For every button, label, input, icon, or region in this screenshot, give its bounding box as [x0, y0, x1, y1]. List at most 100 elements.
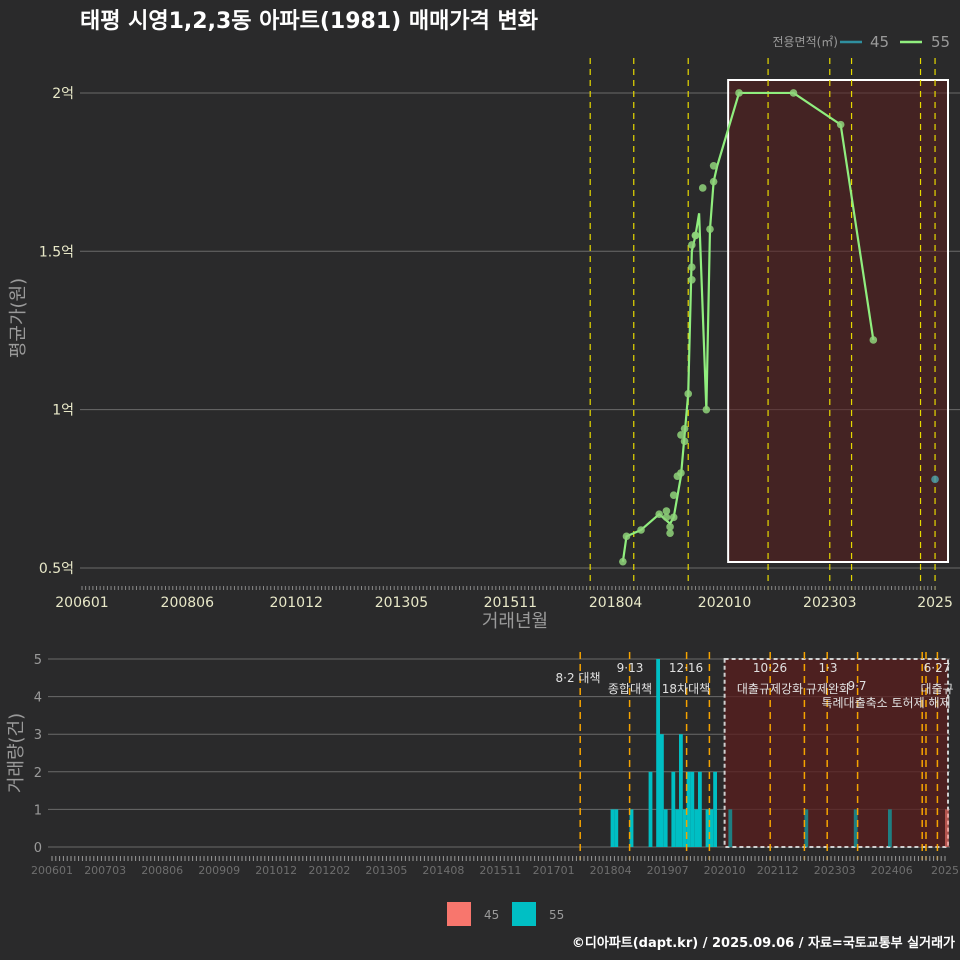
policy-annotation-text: 대출규 — [920, 682, 953, 696]
policy-annotation-date: 10·26 — [753, 661, 787, 675]
y-axis-title: 평균가(원) — [8, 278, 29, 358]
volume-bar-55 — [804, 809, 809, 847]
x-tick-label: 200601 — [55, 595, 108, 611]
y-tick-label: 2억 — [52, 86, 74, 102]
x-tick-label: 202303 — [814, 864, 856, 877]
x-tick-label: 201305 — [365, 864, 407, 877]
data-point-55 — [619, 557, 627, 566]
policy-annotation-text: 대출규제강화 — [737, 682, 803, 696]
y-tick-label: 2 — [34, 766, 42, 781]
data-point-55 — [655, 510, 663, 518]
policy-annotation-date: 12·16 — [669, 661, 703, 675]
data-point-55 — [706, 225, 714, 233]
data-point-55 — [702, 405, 711, 414]
data-point-55 — [836, 120, 845, 129]
x-tick-label: 202010 — [698, 595, 751, 611]
y-tick-label: 4 — [34, 691, 42, 706]
policy-annotation-date: 6·27 — [924, 661, 951, 675]
data-point-55 — [698, 184, 707, 192]
data-point-55 — [680, 437, 689, 446]
x-tick-label: 200806 — [161, 595, 215, 611]
x-tick-label: 201012 — [255, 864, 297, 877]
x-tick-label: 201804 — [589, 595, 643, 611]
y-tick-label: 0 — [34, 841, 42, 856]
volume-bar-55 — [682, 809, 687, 847]
legend-label-55: 55 — [931, 33, 950, 51]
data-point-55 — [666, 523, 674, 531]
data-point-55 — [662, 513, 671, 522]
volume-bar-55 — [679, 734, 683, 847]
volume-bar-55 — [671, 771, 676, 847]
x-tick-label: 202112 — [757, 864, 799, 877]
policy-annotation-text: 특례대출축소 토허제 해제 — [821, 696, 950, 710]
x-tick-label: 200703 — [84, 864, 126, 877]
volume-bar-55 — [629, 809, 634, 847]
volume-bar-55 — [713, 771, 717, 847]
volume-bar-55 — [728, 809, 733, 847]
data-point-55 — [662, 507, 671, 515]
x-tick-label: 202303 — [803, 595, 856, 611]
data-point-55 — [680, 424, 689, 433]
legend-swatch-55 — [512, 902, 536, 926]
legend-label-55: 55 — [549, 908, 564, 922]
x-tick-label: 200601 — [31, 864, 73, 877]
volume-bar-55 — [656, 659, 660, 847]
volume-bar-55 — [853, 809, 858, 847]
x-tick-label: 201012 — [269, 595, 322, 611]
data-point-55 — [677, 469, 685, 477]
data-point-55 — [709, 161, 718, 170]
x-axis-title: 거래년월 — [482, 611, 548, 632]
x-tick-label: 202010 — [704, 864, 746, 877]
data-point-55 — [688, 241, 696, 249]
volume-bar-55 — [705, 809, 710, 847]
policy-annotation-date: 9·7 — [847, 679, 866, 693]
footer-credit: ©디아파트(dapt.kr) / 2025.09.06 / 자료=국토교통부 실… — [572, 935, 955, 951]
data-point-55 — [691, 231, 700, 240]
x-tick-label: 2025 — [917, 595, 953, 611]
policy-annotation-date: 8·2 대책 — [556, 670, 601, 685]
x-tick-label: 200909 — [198, 864, 240, 877]
y-tick-label: 1억 — [52, 403, 74, 419]
data-point-55 — [677, 431, 685, 439]
volume-bar-55 — [888, 809, 892, 847]
data-point-55 — [669, 491, 678, 499]
chart-title: 태평 시영1,2,3동 아파트(1981) 매매가격 변화 — [80, 9, 538, 34]
data-point-55 — [666, 529, 674, 537]
data-point-55 — [789, 89, 798, 97]
x-tick-label: 200806 — [141, 864, 183, 877]
volume-bar-55 — [690, 771, 695, 847]
volume-bar-55 — [660, 734, 664, 847]
legend-label-45: 45 — [484, 908, 499, 922]
volume-bar-55 — [614, 809, 619, 847]
volume-bar-55 — [698, 771, 702, 847]
data-point-55 — [869, 336, 878, 344]
legend-title: 전용면적(㎡) — [772, 35, 838, 49]
y-tick-label: 1.5억 — [39, 244, 74, 260]
x-tick-label: 202406 — [871, 864, 913, 877]
policy-annotation-date: 9·13 — [617, 661, 644, 675]
y-axis-title: 거래량(건) — [6, 713, 27, 793]
volume-bar-55 — [648, 771, 653, 847]
volume-bar-55 — [663, 809, 668, 847]
policy-annotation-date: 1·3 — [818, 661, 837, 675]
policy-annotation-text: 종합대책 — [608, 681, 652, 696]
y-tick-label: 1 — [34, 803, 42, 818]
x-tick-label: 201907 — [647, 864, 689, 877]
y-tick-label: 0.5억 — [39, 561, 74, 577]
y-tick-label: 5 — [34, 653, 42, 668]
highlight-range-box — [723, 658, 949, 848]
x-tick-label: 201305 — [375, 595, 428, 611]
policy-annotation-text: 18차대책 — [662, 681, 710, 696]
data-point-55 — [669, 513, 678, 522]
x-tick-label: 201408 — [422, 864, 464, 877]
x-tick-label: 2025 — [931, 864, 959, 877]
highlight-range-box — [727, 79, 950, 563]
volume-bar-55 — [610, 809, 615, 847]
volume-bar-45 — [945, 809, 949, 847]
data-point-55 — [622, 532, 631, 541]
x-tick-label: 201701 — [533, 864, 575, 877]
data-point-55 — [637, 526, 645, 534]
volume-bar-55 — [694, 809, 698, 847]
legend-label-45: 45 — [870, 33, 889, 51]
